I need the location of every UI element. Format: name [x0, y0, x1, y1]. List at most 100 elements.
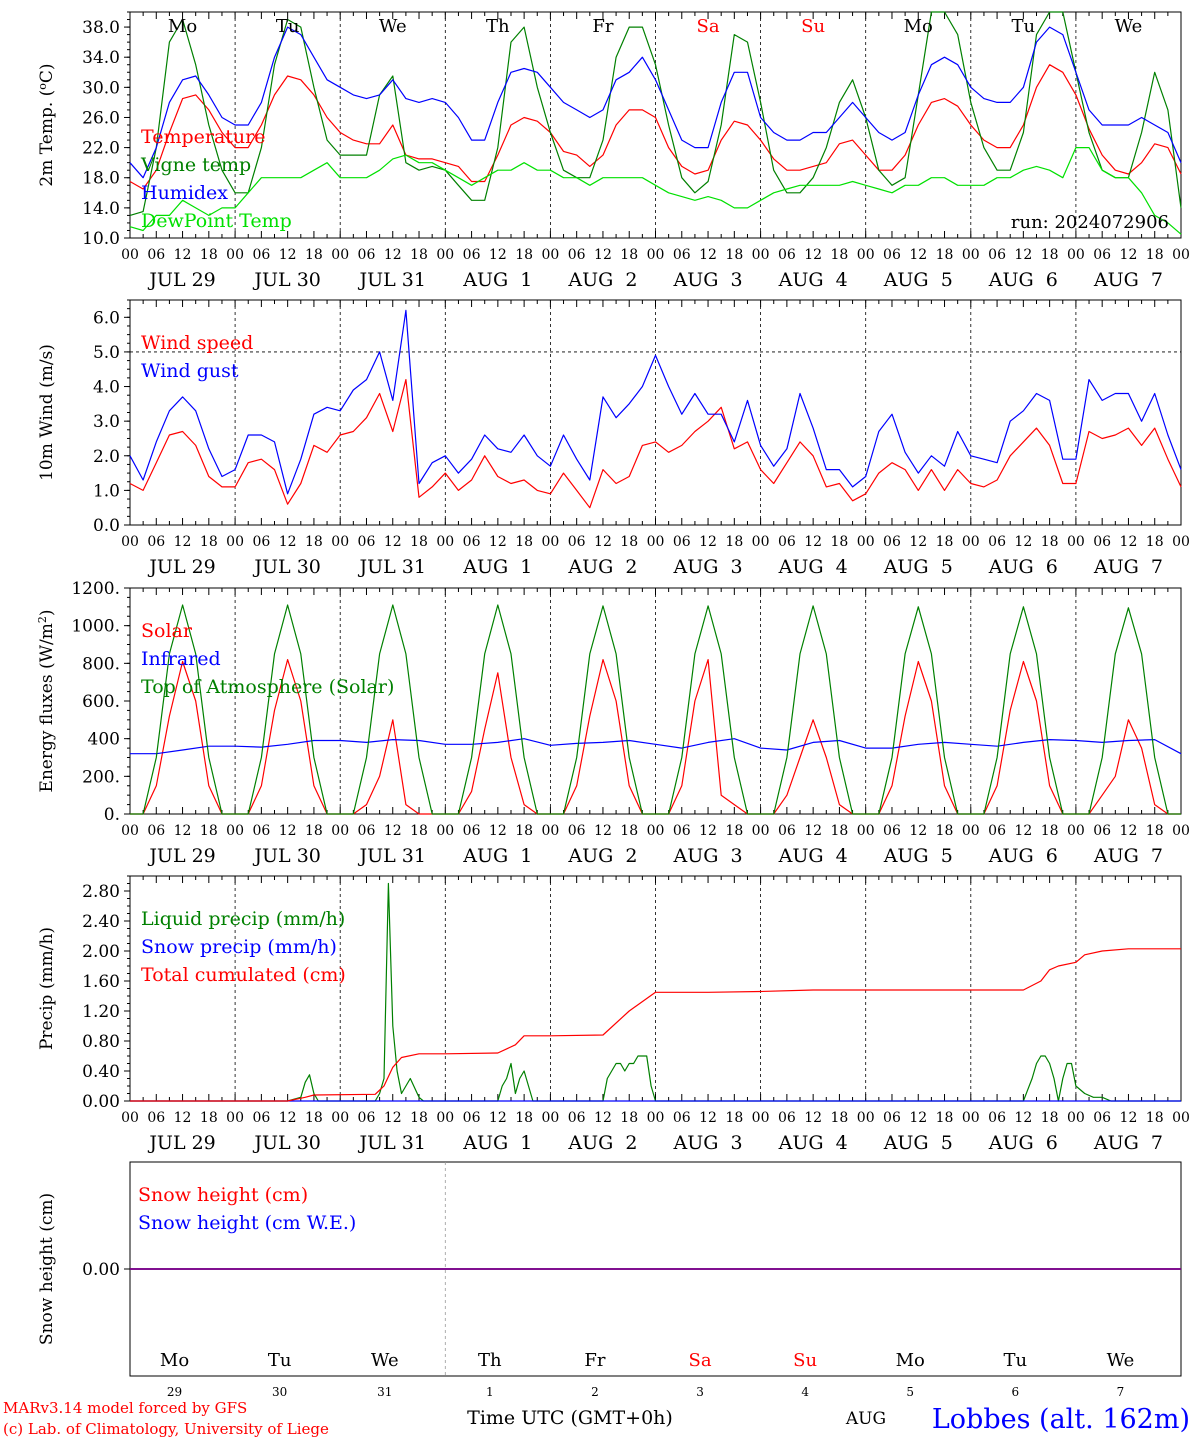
- legend-entry: Vigne temp: [140, 154, 251, 176]
- weekday-label: Su: [801, 16, 825, 37]
- date-number-label: 31: [377, 1385, 392, 1399]
- y-tick-label: 0.00: [82, 1260, 120, 1280]
- day-label: AUG 5: [883, 556, 953, 578]
- y-tick-label: 800.: [82, 654, 120, 674]
- hour-label: 00: [962, 1110, 980, 1126]
- hour-label: 12: [489, 534, 507, 550]
- hour-label: 18: [410, 1110, 428, 1126]
- y-tick-label: 14.0: [82, 199, 120, 219]
- hour-label: 12: [384, 247, 402, 263]
- legend-entry: Snow height (cm): [138, 1184, 308, 1206]
- hour-label: 00: [962, 534, 980, 550]
- hour-label: 12: [1120, 823, 1138, 839]
- y-tick-label: 18.0: [82, 169, 120, 189]
- day-label: JUL 29: [147, 556, 215, 578]
- hour-label: 00: [752, 534, 770, 550]
- day-label: AUG 1: [462, 845, 532, 867]
- day-label: AUG 7: [1093, 845, 1163, 867]
- legend-entry: Wind gust: [141, 360, 239, 382]
- hour-label: 06: [1093, 823, 1111, 839]
- day-label: AUG 6: [988, 556, 1058, 578]
- hour-label: 00: [1067, 823, 1085, 839]
- weekday-label: We: [379, 16, 407, 37]
- hour-label: 12: [804, 247, 822, 263]
- hour-label: 06: [147, 823, 165, 839]
- run-label: run: 2024072906: [1011, 212, 1169, 233]
- weekday-label-bottom: Fr: [584, 1350, 605, 1371]
- hour-label: 12: [909, 534, 927, 550]
- hour-label: 00: [121, 1110, 139, 1126]
- hour-label: 18: [620, 823, 638, 839]
- hour-label: 18: [200, 247, 218, 263]
- hour-label: 12: [594, 823, 612, 839]
- hour-label: 00: [121, 534, 139, 550]
- y-tick-label: 0.: [104, 805, 120, 825]
- hour-label: 12: [174, 1110, 192, 1126]
- weekday-label: We: [1115, 16, 1143, 37]
- y-tick-label: 22.0: [82, 139, 120, 159]
- hour-label: 18: [1041, 823, 1059, 839]
- y-tick-label: 200.: [82, 767, 120, 787]
- series-infrared: [130, 738, 1182, 755]
- y-tick-label: 0.80: [82, 1032, 120, 1052]
- hour-label: 00: [436, 1110, 454, 1126]
- hour-label: 12: [1120, 1110, 1138, 1126]
- date-number-label: 3: [696, 1385, 704, 1399]
- y-tick-label: 1.60: [82, 972, 120, 992]
- hour-label: 06: [778, 534, 796, 550]
- hour-label: 06: [988, 823, 1006, 839]
- hour-label: 00: [1067, 1110, 1085, 1126]
- day-label: AUG 5: [883, 269, 953, 291]
- day-label: AUG 3: [673, 845, 743, 867]
- panel-2: 0.0 1.0 2.0 3.0 4.0 5.0 6.0 10m Wind (m/s) 00 06 1…: [37, 299, 1190, 578]
- hour-label: 12: [174, 534, 192, 550]
- hour-label: 00: [1172, 823, 1190, 839]
- day-label: AUG 2: [567, 1132, 637, 1154]
- hour-label: 12: [174, 823, 192, 839]
- hour-label: 18: [410, 823, 428, 839]
- hour-label: 00: [436, 534, 454, 550]
- hour-label: 00: [647, 823, 665, 839]
- y-tick-label: 1000.: [71, 617, 120, 637]
- day-label: AUG 6: [988, 845, 1058, 867]
- y-tick-label: 38.0: [82, 18, 120, 38]
- hour-label: 12: [1014, 247, 1032, 263]
- lab-credit: (c) Lab. of Climatology, University of L…: [3, 1420, 329, 1438]
- hour-label: 18: [410, 247, 428, 263]
- day-label: AUG 4: [778, 845, 848, 867]
- hour-label: 00: [857, 1110, 875, 1126]
- hour-label: 00: [226, 534, 244, 550]
- hour-label: 06: [252, 823, 270, 839]
- month-label: AUG: [845, 1409, 886, 1429]
- day-label: JUL 30: [252, 269, 320, 291]
- hour-label: 00: [226, 247, 244, 263]
- hour-label: 06: [778, 247, 796, 263]
- weekday-label-bottom: Tu: [268, 1350, 292, 1371]
- hour-label: 18: [831, 534, 849, 550]
- hour-label: 00: [541, 1110, 559, 1126]
- hour-label: 00: [436, 823, 454, 839]
- y-tick-label: 2.40: [82, 912, 120, 932]
- hour-label: 06: [252, 534, 270, 550]
- panel-3: 0. 200. 400 600. 800. 1000. 1200. Energy fluxes…: [36, 579, 1190, 867]
- hour-label: 18: [1146, 1110, 1164, 1126]
- legend-entry: Solar: [141, 620, 193, 642]
- hour-label: 06: [988, 534, 1006, 550]
- hour-label: 06: [1093, 1110, 1111, 1126]
- weekday-label-bottom: Sa: [689, 1350, 712, 1371]
- hour-label: 12: [279, 823, 297, 839]
- hour-label: 00: [121, 247, 139, 263]
- day-label: AUG 2: [567, 845, 637, 867]
- hour-label: 12: [279, 1110, 297, 1126]
- hour-label: 12: [594, 1110, 612, 1126]
- hour-label: 18: [620, 247, 638, 263]
- hour-label: 18: [936, 534, 954, 550]
- series-top-of-atmosphere-solar: [130, 604, 1181, 815]
- hour-label: 12: [804, 1110, 822, 1126]
- hour-label: 12: [384, 534, 402, 550]
- y-tick-label: 0.00: [82, 1092, 120, 1112]
- hour-label: 00: [857, 247, 875, 263]
- day-label: JUL 31: [358, 845, 426, 867]
- hour-label: 06: [568, 534, 586, 550]
- hour-label: 00: [1067, 534, 1085, 550]
